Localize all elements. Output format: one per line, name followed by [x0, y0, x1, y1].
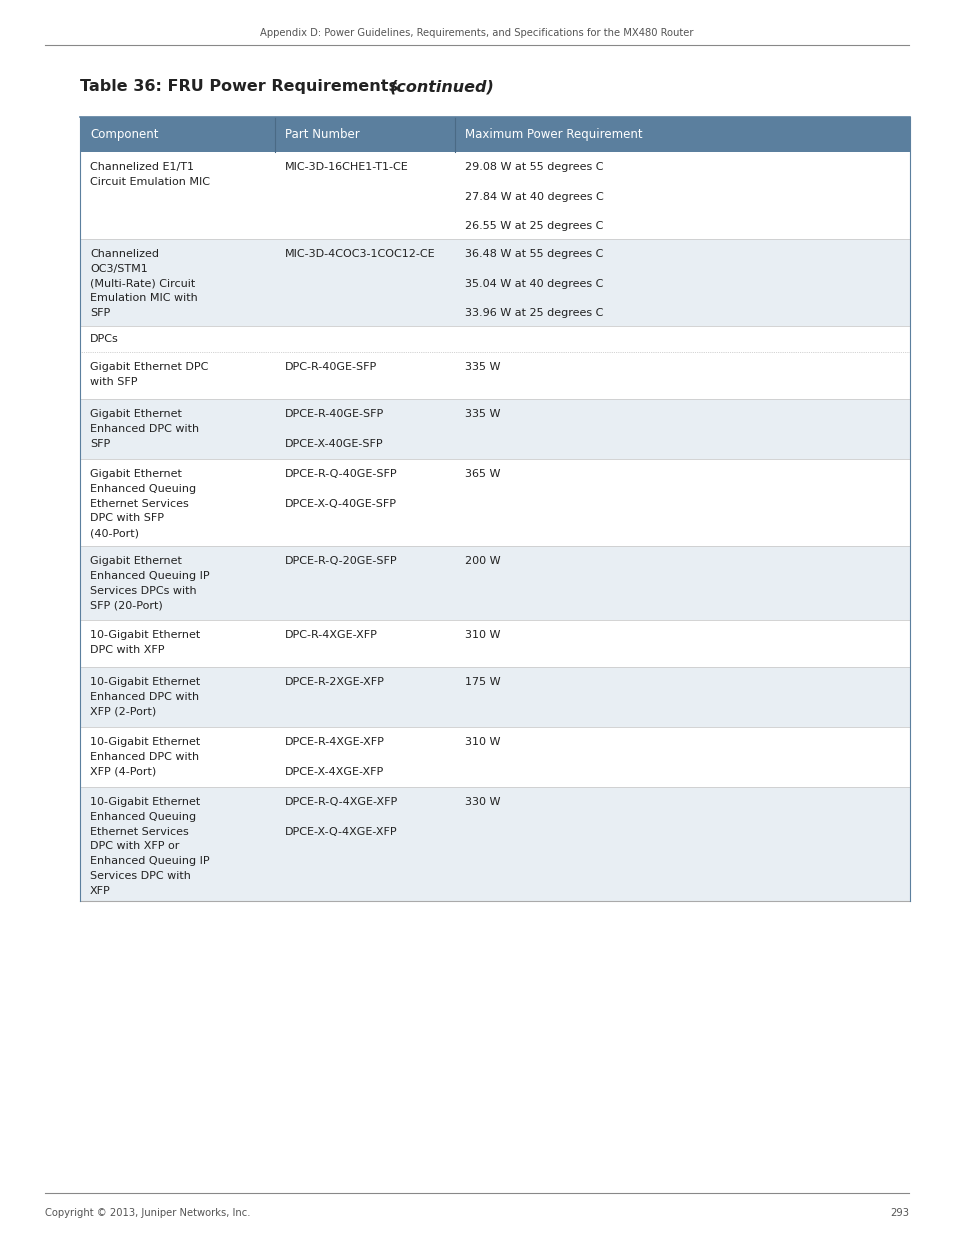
Text: DPC-R-40GE-SFP: DPC-R-40GE-SFP: [285, 362, 376, 372]
Text: Part Number: Part Number: [285, 128, 359, 141]
Text: Appendix D: Power Guidelines, Requirements, and Specifications for the MX480 Rou: Appendix D: Power Guidelines, Requiremen…: [260, 28, 693, 38]
Text: 310 W: 310 W: [464, 630, 500, 640]
Text: 29.08 W at 55 degrees C

27.84 W at 40 degrees C

26.55 W at 25 degrees C: 29.08 W at 55 degrees C 27.84 W at 40 de…: [464, 162, 603, 231]
Text: 335 W: 335 W: [464, 362, 500, 372]
Text: DPCE-R-Q-40GE-SFP

DPCE-X-Q-40GE-SFP: DPCE-R-Q-40GE-SFP DPCE-X-Q-40GE-SFP: [285, 469, 397, 509]
Text: Gigabit Ethernet DPC
with SFP: Gigabit Ethernet DPC with SFP: [90, 362, 208, 387]
Text: MIC-3D-16CHE1-T1-CE: MIC-3D-16CHE1-T1-CE: [285, 162, 408, 172]
Text: Table 36: FRU Power Requirements: Table 36: FRU Power Requirements: [80, 79, 403, 95]
Bar: [80, 667, 909, 727]
Text: 310 W: 310 W: [464, 737, 500, 747]
Text: DPCs: DPCs: [90, 333, 118, 345]
Text: Channelized E1/T1
Circuit Emulation MIC: Channelized E1/T1 Circuit Emulation MIC: [90, 162, 210, 186]
Text: DPCE-R-4XGE-XFP

DPCE-X-4XGE-XFP: DPCE-R-4XGE-XFP DPCE-X-4XGE-XFP: [285, 737, 384, 777]
Text: Channelized
OC3/STM1
(Multi-Rate) Circuit
Emulation MIC with
SFP: Channelized OC3/STM1 (Multi-Rate) Circui…: [90, 249, 197, 319]
Bar: [80, 352, 909, 399]
Bar: [80, 117, 909, 152]
Text: DPCE-R-Q-4XGE-XFP

DPCE-X-Q-4XGE-XFP: DPCE-R-Q-4XGE-XFP DPCE-X-Q-4XGE-XFP: [285, 797, 397, 836]
Bar: [80, 152, 909, 240]
Text: 10-Gigabit Ethernet
Enhanced Queuing
Ethernet Services
DPC with XFP or
Enhanced : 10-Gigabit Ethernet Enhanced Queuing Eth…: [90, 797, 210, 895]
Bar: [80, 727, 909, 787]
Text: MIC-3D-4COC3-1COC12-CE: MIC-3D-4COC3-1COC12-CE: [285, 249, 436, 259]
Text: DPCE-R-Q-20GE-SFP: DPCE-R-Q-20GE-SFP: [285, 556, 397, 566]
Text: 335 W: 335 W: [464, 409, 500, 419]
Text: 36.48 W at 55 degrees C

35.04 W at 40 degrees C

33.96 W at 25 degrees C: 36.48 W at 55 degrees C 35.04 W at 40 de…: [464, 249, 602, 319]
Text: Gigabit Ethernet
Enhanced DPC with
SFP: Gigabit Ethernet Enhanced DPC with SFP: [90, 409, 199, 448]
Bar: [80, 620, 909, 667]
Bar: [80, 459, 909, 546]
Bar: [80, 399, 909, 459]
Text: DPCE-R-2XGE-XFP: DPCE-R-2XGE-XFP: [285, 677, 384, 687]
Text: Maximum Power Requirement: Maximum Power Requirement: [464, 128, 642, 141]
Text: (continued): (continued): [390, 79, 495, 95]
Text: 10-Gigabit Ethernet
Enhanced DPC with
XFP (2-Port): 10-Gigabit Ethernet Enhanced DPC with XF…: [90, 677, 200, 716]
Text: 10-Gigabit Ethernet
Enhanced DPC with
XFP (4-Port): 10-Gigabit Ethernet Enhanced DPC with XF…: [90, 737, 200, 777]
Text: 10-Gigabit Ethernet
DPC with XFP: 10-Gigabit Ethernet DPC with XFP: [90, 630, 200, 655]
Bar: [80, 240, 909, 326]
Text: DPCE-R-40GE-SFP

DPCE-X-40GE-SFP: DPCE-R-40GE-SFP DPCE-X-40GE-SFP: [285, 409, 384, 448]
Text: 200 W: 200 W: [464, 556, 500, 566]
Text: 175 W: 175 W: [464, 677, 500, 687]
Text: Gigabit Ethernet
Enhanced Queuing IP
Services DPCs with
SFP (20-Port): Gigabit Ethernet Enhanced Queuing IP Ser…: [90, 556, 210, 610]
Bar: [80, 787, 909, 902]
Text: DPC-R-4XGE-XFP: DPC-R-4XGE-XFP: [285, 630, 377, 640]
Text: Gigabit Ethernet
Enhanced Queuing
Ethernet Services
DPC with SFP
(40-Port): Gigabit Ethernet Enhanced Queuing Ethern…: [90, 469, 196, 538]
Bar: [80, 546, 909, 620]
Text: Component: Component: [90, 128, 158, 141]
Text: 293: 293: [889, 1208, 908, 1218]
Text: 365 W: 365 W: [464, 469, 500, 479]
Text: Copyright © 2013, Juniper Networks, Inc.: Copyright © 2013, Juniper Networks, Inc.: [45, 1208, 251, 1218]
Bar: [80, 326, 909, 352]
Text: 330 W: 330 W: [464, 797, 500, 806]
